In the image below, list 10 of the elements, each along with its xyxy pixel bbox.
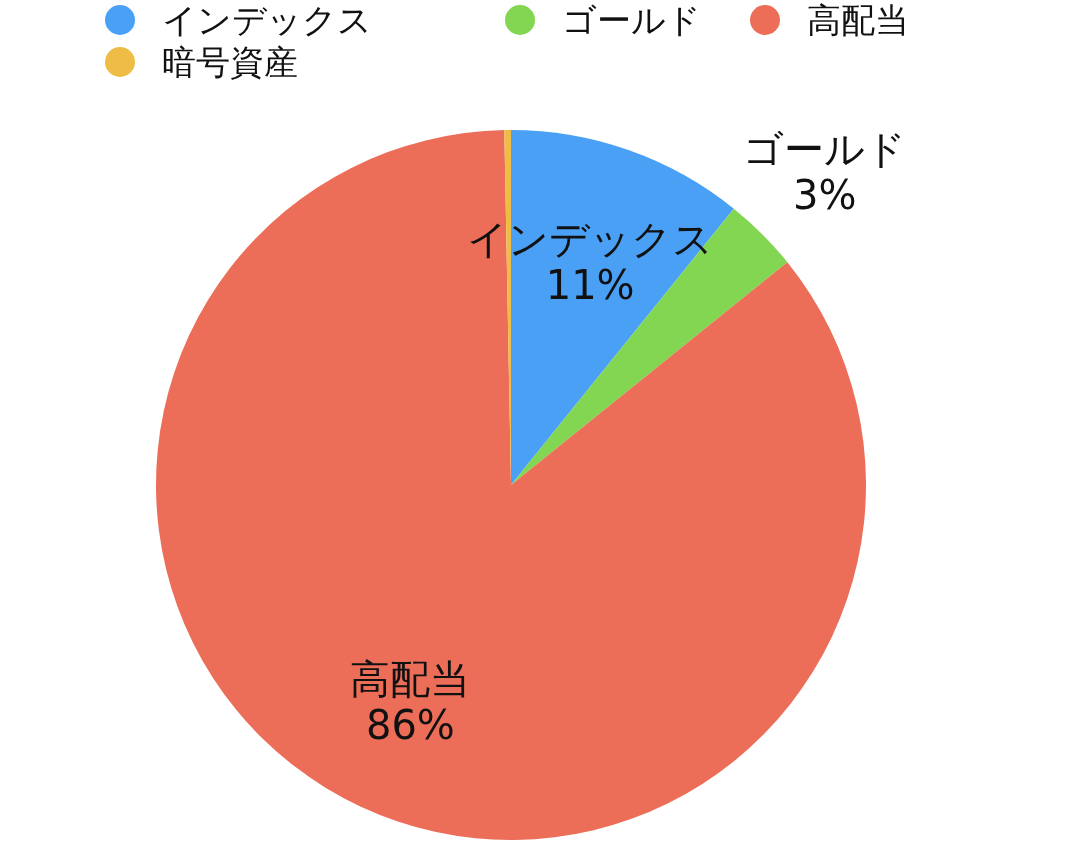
data-label: 11% [545,261,635,308]
legend-label: ゴールド [562,0,701,40]
legend-label: 暗号資産 [162,42,298,82]
data-label: 3% [793,172,857,219]
slice-label: 高配当 [350,655,471,702]
legend-label: 高配当 [807,0,909,40]
slice-label: インデックス [467,215,714,262]
data-label: 86% [365,701,455,748]
legend-label: インデックス [162,0,372,40]
slice-label: ゴールド [743,126,907,173]
